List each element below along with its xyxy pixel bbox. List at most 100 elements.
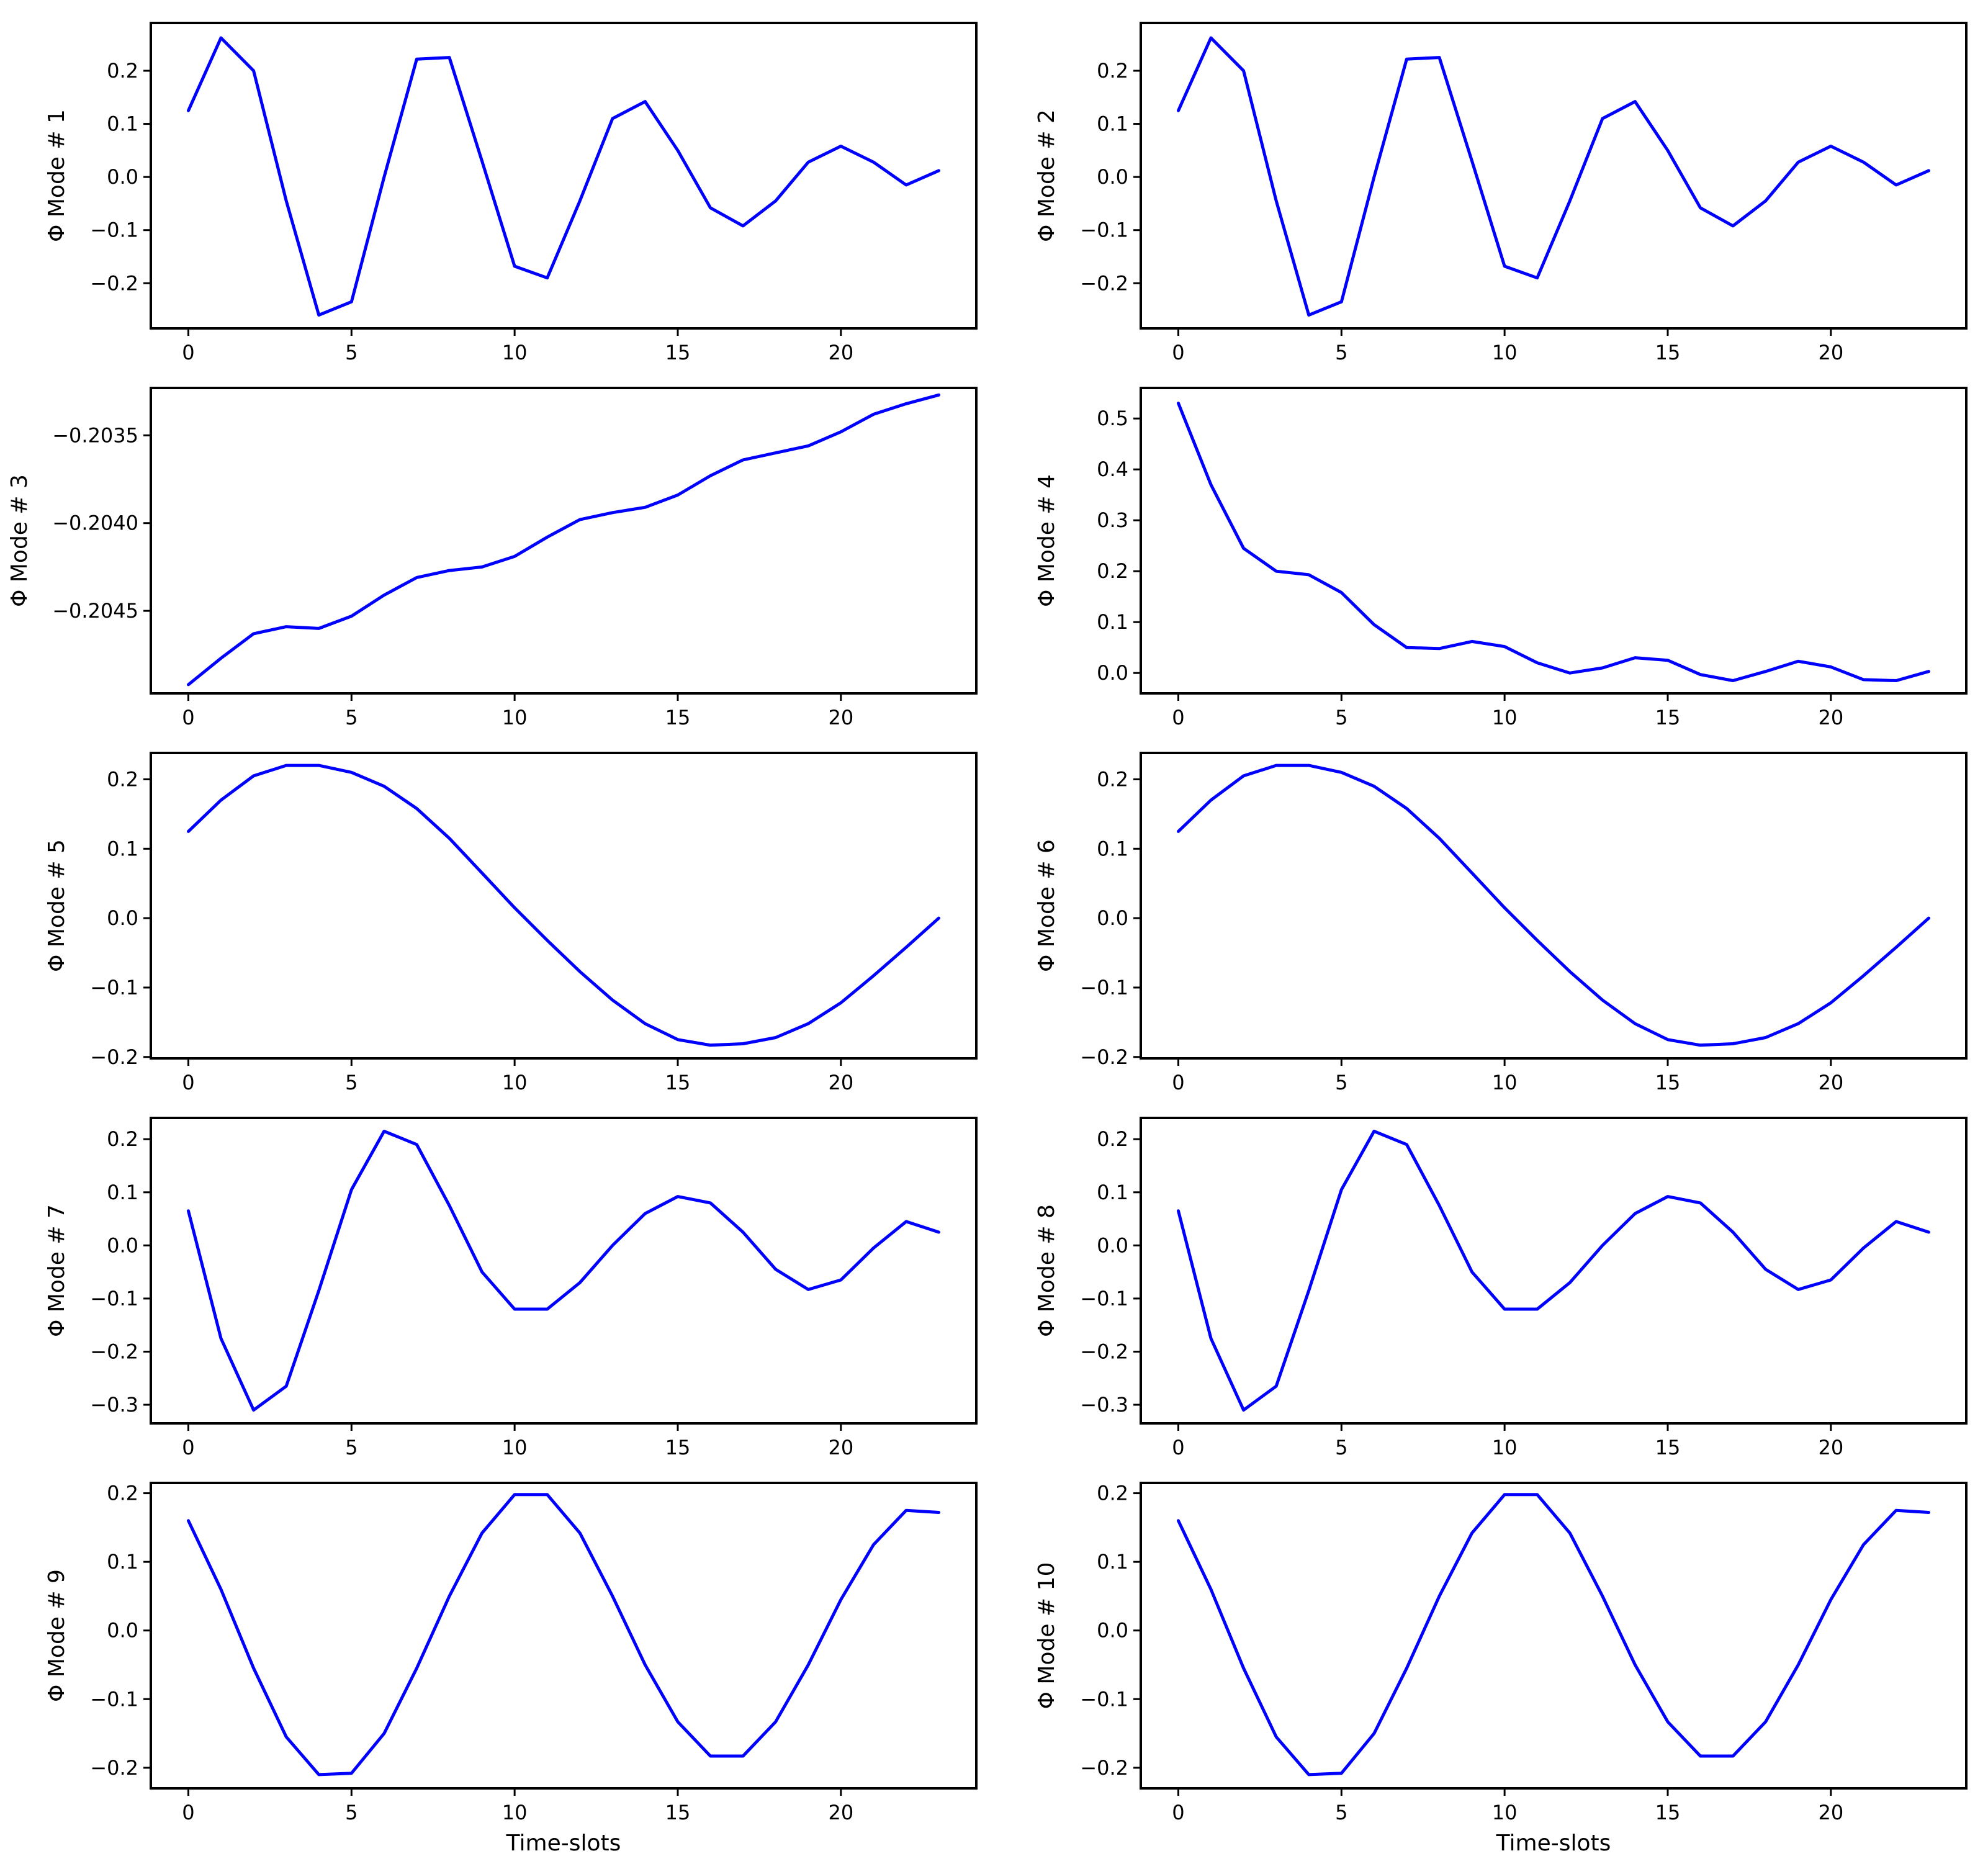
y-tick-label: 0.3 [1097,508,1128,532]
x-tick-label: 20 [828,1801,853,1824]
x-tick-label: 20 [1818,1071,1843,1094]
y-tick-label: 0.1 [107,112,138,136]
plot-frame [1140,1117,1968,1425]
y-tick-label: 0.2 [107,59,138,83]
x-tick-label: 0 [182,706,194,729]
y-tick-label: 0.0 [107,906,138,930]
y-axis-label: Φ Mode # 10 [1034,1562,1059,1710]
x-tick-label: 0 [1172,341,1184,364]
x-tick-label: 5 [1335,1071,1347,1094]
y-tick-label: −0.3 [90,1393,138,1417]
y-tick-label: 0.5 [1097,407,1128,430]
y-tick-label: −0.2 [1080,1756,1128,1780]
series-line-mode-6 [1177,764,1930,1047]
y-tick-label: −0.1 [90,976,138,999]
x-tick-label: 5 [345,1436,358,1459]
x-tick-label: 10 [502,1436,528,1459]
y-tick-label: 0.0 [1097,906,1128,930]
x-axis-label: Time-slots [506,1831,621,1856]
subplot-mode-2: 0 5 10 15 20 −0.2 −0.1 0.0 0.1 0.2 Φ Mode # 2 [1034,22,1968,364]
series-line-mode-4 [1177,402,1930,682]
y-tick-label: −0.1 [1080,1287,1128,1310]
series-line-mode-10 [1177,1493,1930,1777]
x-tick-label: 5 [1335,341,1347,364]
y-tick-label: −0.2 [90,1756,138,1780]
y-tick-label: −0.1 [1080,976,1128,999]
x-tick-label: 5 [1335,1801,1347,1824]
y-tick-label: −0.2 [1080,271,1128,295]
plot-frame [1140,1482,1968,1790]
y-tick-label: 0.0 [1097,1619,1128,1642]
y-axis-label: Φ Mode # 6 [1034,839,1059,972]
x-tick-label: 10 [1492,706,1518,729]
series-line-mode-1 [187,36,940,317]
y-tick-label: 0.1 [1097,610,1128,634]
y-tick-label: 0.2 [1097,1127,1128,1151]
subplot-mode-8: 0 5 10 15 20 −0.3 −0.2 −0.1 0.0 0.1 0.2 Φ Mode # 8 [1034,1117,1968,1459]
x-tick-label: 0 [1172,1801,1184,1824]
y-tick-label: 0.2 [107,767,138,791]
y-axis-label: Φ Mode # 1 [44,109,70,242]
y-tick-label: 0.1 [1097,112,1128,136]
x-tick-label: 10 [1492,1071,1518,1094]
y-tick-label: 0.2 [1097,767,1128,791]
y-tick-label: 0.1 [107,837,138,860]
x-tick-label: 10 [1492,1436,1518,1459]
y-tick-label: −0.1 [1080,1687,1128,1711]
x-tick-label: 15 [1655,341,1681,364]
x-tick-label: 15 [665,1801,691,1824]
x-tick-label: 0 [182,1801,194,1824]
y-tick-label: −0.2045 [52,599,138,623]
y-tick-label: 0.1 [107,1181,138,1204]
x-tick-label: 0 [182,1436,194,1459]
subplot-mode-9: 0 5 10 15 20 −0.2 −0.1 0.0 0.1 0.2 Φ Mode # 9 Time-… [44,1482,978,1856]
y-tick-label: −0.2 [90,1045,138,1069]
x-tick-label: 5 [345,1071,358,1094]
y-tick-label: 0.0 [107,1619,138,1642]
x-axis-label: Time-slots [1496,1831,1611,1856]
x-tick-label: 10 [502,1071,528,1094]
subplot-mode-4: 0 5 10 15 20 0.0 0.1 0.2 0.3 0.4 0.5 Φ Mode # 4 [1034,387,1968,729]
x-tick-label: 20 [828,341,853,364]
plot-frame [150,22,978,330]
y-tick-label: 0.2 [1097,1482,1128,1505]
x-tick-label: 15 [1655,706,1681,729]
y-tick-label: 0.1 [1097,837,1128,860]
y-tick-label: −0.2040 [52,511,138,535]
x-tick-label: 20 [828,706,853,729]
subplot-mode-10: 0 5 10 15 20 −0.2 −0.1 0.0 0.1 0.2 Φ Mode # 10 Time… [1034,1482,1968,1856]
y-tick-label: 0.0 [107,1233,138,1257]
y-axis-label: Φ Mode # 8 [1034,1204,1059,1337]
y-tick-label: −0.2 [1080,1340,1128,1363]
plot-frame [150,387,978,695]
x-tick-label: 10 [1492,1801,1518,1824]
plot-frame [1140,22,1968,330]
subplot-mode-6: 0 5 10 15 20 −0.2 −0.1 0.0 0.1 0.2 Φ Mode # 6 [1034,752,1968,1094]
series-line-mode-9 [187,1493,940,1777]
x-tick-label: 5 [345,1801,358,1824]
x-tick-label: 0 [182,341,194,364]
x-tick-label: 10 [502,1801,528,1824]
y-axis-label: Φ Mode # 3 [7,474,32,607]
y-tick-label: 0.1 [1097,1181,1128,1204]
y-tick-label: −0.2 [90,1340,138,1363]
y-tick-label: 0.1 [1097,1550,1128,1574]
series-line-mode-5 [187,764,940,1047]
subplot-mode-3: 0 5 10 15 20 −0.2045 −0.2040 −0.2035 Φ Mode # 3 [7,387,978,729]
x-tick-label: 15 [1655,1071,1681,1094]
subplot-mode-1: 0 5 10 15 20 −0.2 −0.1 0.0 0.1 0.2 Φ Mode # 1 [44,22,978,364]
x-tick-label: 0 [1172,1436,1184,1459]
y-tick-label: −0.2 [1080,1045,1128,1069]
x-tick-label: 5 [345,706,358,729]
x-tick-label: 20 [828,1436,853,1459]
x-tick-label: 20 [1818,706,1843,729]
y-tick-label: 0.0 [107,165,138,189]
x-tick-label: 20 [1818,1801,1843,1824]
y-tick-label: −0.2 [90,271,138,295]
x-tick-label: 15 [665,1071,691,1094]
x-tick-label: 20 [1818,1436,1843,1459]
series-line-mode-8 [1177,1129,1930,1412]
y-tick-label: −0.1 [1080,218,1128,242]
y-tick-label: −0.1 [90,1687,138,1711]
